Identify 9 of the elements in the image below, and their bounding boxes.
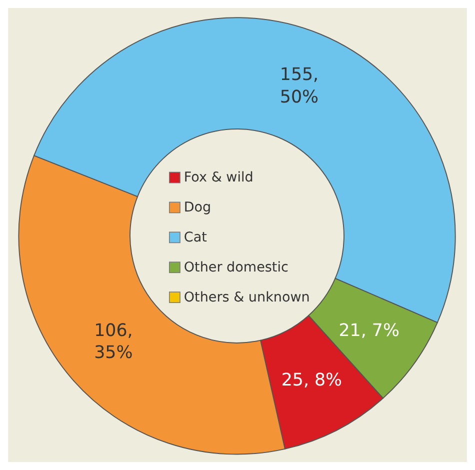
- legend-label: Dog: [184, 200, 212, 216]
- data-label: 21, 7%: [338, 320, 400, 341]
- legend-label: Cat: [184, 230, 207, 246]
- legend-label: Other domestic: [184, 260, 288, 276]
- data-label: 106, 35%: [94, 320, 133, 364]
- legend-label: Fox & wild: [184, 170, 254, 186]
- data-label: 25, 8%: [281, 370, 342, 390]
- legend-label: Others & unknown: [184, 289, 310, 306]
- data-label: 155, 50%: [280, 64, 319, 108]
